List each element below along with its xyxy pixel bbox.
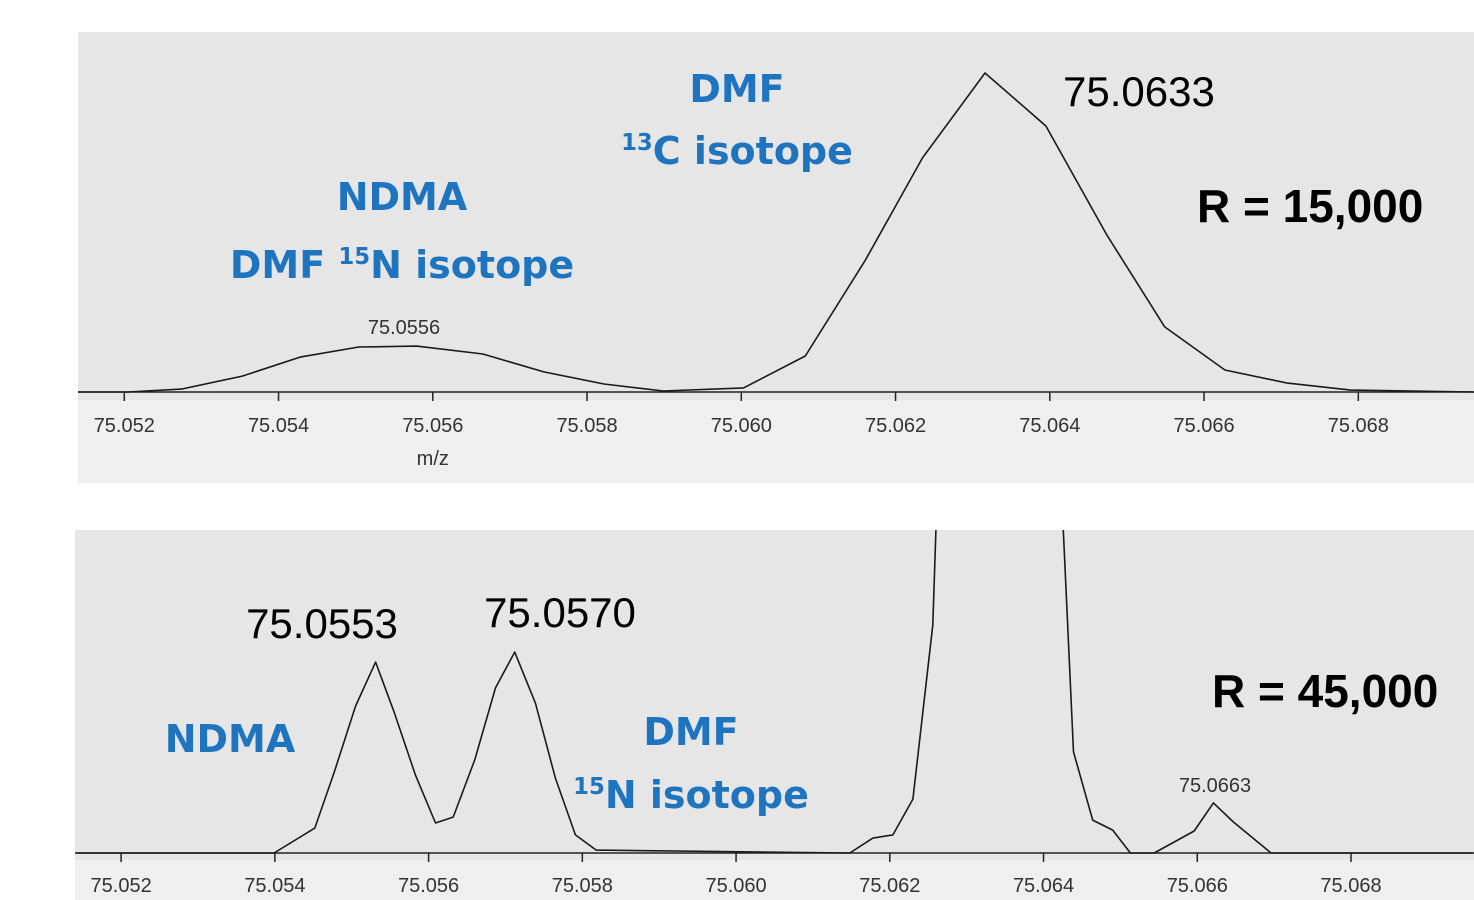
annotation: 75.0556 — [368, 317, 440, 339]
x-tick-label: 75.058 — [556, 415, 617, 437]
annotation-text: 75.0553 — [246, 600, 398, 647]
annotation: 13C isotope — [621, 129, 853, 173]
annotation: 75.0553 — [246, 600, 398, 647]
x-axis-label: m/z — [417, 448, 449, 470]
annotation: DMF — [689, 67, 784, 111]
annotation-text: R = 45,000 — [1212, 665, 1438, 717]
annotation-text: N isotope — [605, 773, 809, 817]
x-tick-label: 75.058 — [552, 875, 613, 897]
annotation-text: 75.0663 — [1179, 775, 1251, 797]
annotation-text: C isotope — [653, 129, 853, 173]
annotation: 15N isotope — [573, 773, 809, 817]
spectrum-bottom: 75.052 75.054 75.056 75.058 75.060 75.062 75.0… — [75, 530, 1474, 897]
spectrum-line — [76, 530, 1474, 854]
annotation-text: DMF — [643, 710, 738, 754]
annotation-text: 75.0556 — [368, 317, 440, 339]
annotation-prefix: DMF — [230, 243, 339, 287]
x-tick-label: 75.060 — [705, 875, 766, 897]
x-tick-label: 75.054 — [248, 415, 309, 437]
annotation-text: N isotope — [370, 243, 574, 287]
annotation-superscript: 15 — [573, 774, 605, 800]
annotation: NDMA — [165, 717, 296, 761]
x-tick-label: 75.064 — [1019, 415, 1080, 437]
axis-band — [78, 400, 1474, 483]
annotation: 75.0570 — [484, 589, 636, 636]
axis-band — [75, 860, 1474, 900]
x-tick-label: 75.066 — [1167, 875, 1228, 897]
x-tick-label: 75.056 — [402, 415, 463, 437]
x-tick-label: 75.052 — [91, 875, 152, 897]
annotation: R = 45,000 — [1212, 665, 1438, 717]
annotation: 75.0633 — [1063, 68, 1215, 115]
x-tick-label: 75.056 — [398, 875, 459, 897]
spectrum-top: 75.052 75.054 75.056 75.058 75.060 75.062 75.0… — [78, 67, 1474, 470]
annotation-text: NDMA — [165, 717, 296, 761]
annotation: 75.0663 — [1179, 775, 1251, 797]
x-tick-label: 75.062 — [865, 415, 926, 437]
annotation-text: 75.0570 — [484, 589, 636, 636]
x-tick-label: 75.068 — [1320, 875, 1381, 897]
x-tick-label: 75.054 — [244, 875, 305, 897]
spectrum-line — [78, 72, 1474, 393]
annotation: DMF — [643, 710, 738, 754]
annotation-text: NDMA — [337, 175, 468, 219]
x-tick-label: 75.062 — [859, 875, 920, 897]
annotation-text: 75.0633 — [1063, 68, 1215, 115]
x-tick-label: 75.060 — [711, 415, 772, 437]
annotation-text: R = 15,000 — [1197, 180, 1423, 232]
annotation: R = 15,000 — [1197, 180, 1423, 232]
plot-background — [75, 530, 1474, 900]
annotation: NDMA — [337, 175, 468, 219]
annotation: DMF 15N isotope — [230, 243, 574, 287]
annotation-superscript: 13 — [621, 130, 653, 156]
x-tick-label: 75.068 — [1328, 415, 1389, 437]
annotation-superscript: 15 — [338, 244, 370, 270]
x-tick-label: 75.064 — [1013, 875, 1074, 897]
annotation-text: DMF — [689, 67, 784, 111]
x-tick-label: 75.066 — [1173, 415, 1234, 437]
x-tick-label: 75.052 — [94, 415, 155, 437]
